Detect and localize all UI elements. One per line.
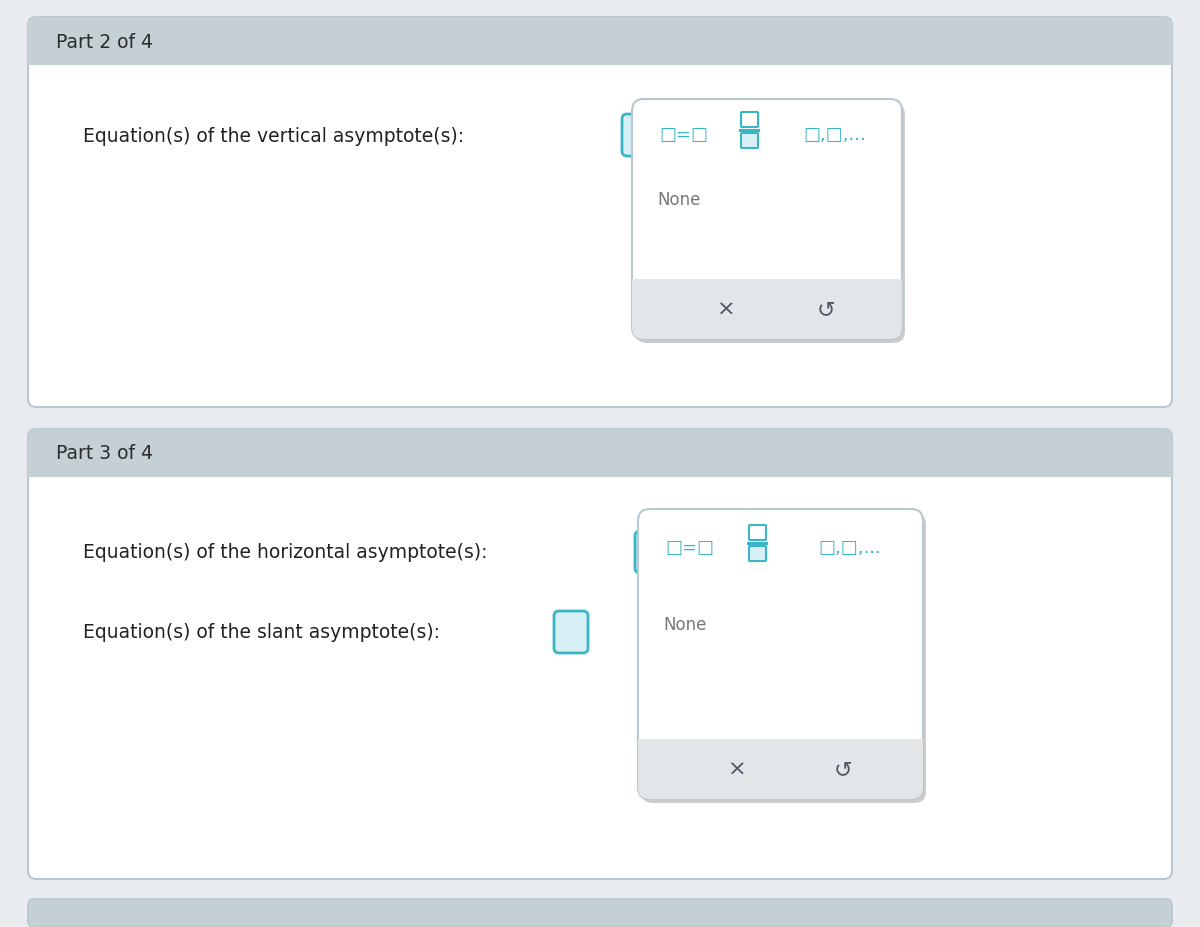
FancyBboxPatch shape (28, 18, 1172, 66)
Bar (739, 130, 760, 133)
Text: Equation(s) of the vertical asymptote(s):: Equation(s) of the vertical asymptote(s)… (83, 126, 464, 146)
FancyBboxPatch shape (638, 510, 923, 799)
Text: None: None (662, 616, 707, 633)
Text: ×: × (728, 759, 748, 780)
Text: ↺: ↺ (834, 759, 852, 780)
FancyBboxPatch shape (28, 429, 1172, 879)
FancyBboxPatch shape (28, 18, 1172, 408)
FancyBboxPatch shape (28, 899, 1172, 927)
Text: ×: × (718, 299, 736, 320)
Text: Equation(s) of the slant asymptote(s):: Equation(s) of the slant asymptote(s): (83, 623, 440, 641)
Text: □=□: □=□ (660, 126, 708, 144)
FancyBboxPatch shape (638, 739, 923, 799)
FancyBboxPatch shape (749, 526, 766, 540)
Bar (28, 42, 1172, 66)
FancyBboxPatch shape (622, 115, 656, 157)
FancyBboxPatch shape (28, 429, 1172, 477)
FancyBboxPatch shape (742, 133, 758, 149)
Bar (28, 453, 1172, 477)
FancyBboxPatch shape (635, 104, 905, 344)
Bar (632, 280, 902, 310)
FancyBboxPatch shape (632, 100, 902, 339)
Text: □,□,...: □,□,... (818, 539, 881, 556)
FancyBboxPatch shape (632, 280, 902, 339)
Text: □=□: □=□ (666, 539, 714, 556)
Bar (746, 542, 768, 545)
FancyBboxPatch shape (641, 514, 926, 803)
Text: Part 3 of 4: Part 3 of 4 (56, 444, 154, 463)
Bar (638, 739, 923, 769)
FancyBboxPatch shape (635, 531, 670, 574)
Text: □,□,...: □,□,... (804, 126, 866, 144)
Text: ↺: ↺ (817, 299, 835, 320)
FancyBboxPatch shape (749, 546, 766, 562)
Text: Equation(s) of the horizontal asymptote(s):: Equation(s) of the horizontal asymptote(… (83, 543, 487, 562)
Text: None: None (658, 191, 701, 209)
FancyBboxPatch shape (742, 113, 758, 128)
FancyBboxPatch shape (554, 611, 588, 654)
Text: Part 2 of 4: Part 2 of 4 (56, 32, 154, 51)
